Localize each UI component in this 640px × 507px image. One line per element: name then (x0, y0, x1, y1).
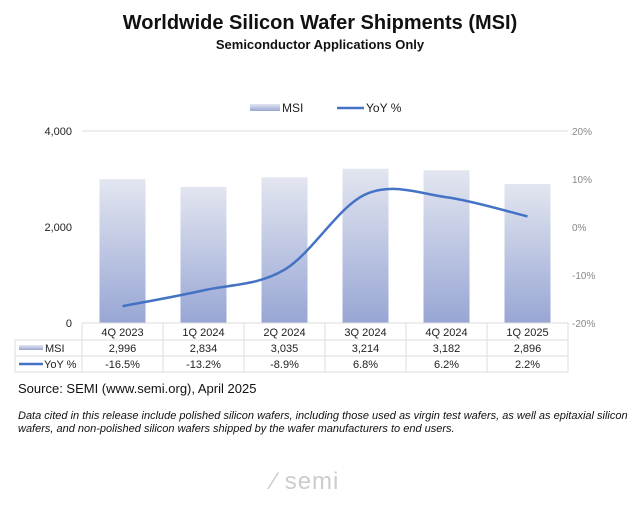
table-row-label-msi: MSI (45, 343, 65, 355)
chart-title: Worldwide Silicon Wafer Shipments (MSI) (122, 12, 518, 34)
table-cell-yoy: -13.2% (186, 359, 221, 371)
legend-yoy-label: YoY % (366, 101, 402, 115)
x-category-label: 1Q 2025 (506, 327, 548, 339)
x-category-label: 3Q 2024 (344, 327, 386, 339)
left-tick-label: 4,000 (44, 126, 72, 138)
legend-msi-swatch (250, 104, 280, 111)
table-cell-yoy: -8.9% (270, 359, 299, 371)
bar-msi (99, 179, 146, 323)
x-category-label: 1Q 2024 (182, 327, 224, 339)
table-cell-yoy: 2.2% (515, 359, 540, 371)
table-cell-msi: 3,214 (352, 343, 380, 355)
logo-icon: ∕ (272, 468, 278, 495)
legend-msi-label: MSI (282, 101, 303, 115)
source-text: Source: SEMI (www.semi.org), April 2025 (18, 381, 257, 396)
bar-msi (504, 183, 551, 323)
table-cell-yoy: 6.8% (353, 359, 378, 371)
table-cell-yoy: -16.5% (105, 359, 140, 371)
right-tick-label: -10% (572, 271, 595, 282)
chart-subtitle: Semiconductor Applications Only (215, 37, 425, 52)
bar-msi (342, 168, 389, 323)
bar-msi (180, 186, 227, 323)
footnote: Data cited in this release include polis… (18, 410, 628, 435)
table-row-label-yoy: YoY % (44, 359, 77, 371)
table-cell-msi: 3,182 (433, 343, 461, 355)
bar-msi (261, 177, 308, 323)
right-tick-label: 0% (572, 223, 587, 234)
left-tick-label: 0 (66, 318, 72, 330)
right-tick-label: 20% (572, 127, 592, 138)
line-yoy (122, 187, 528, 308)
x-category-label: 4Q 2024 (425, 327, 467, 339)
table-cell-msi: 3,035 (271, 343, 299, 355)
chart: 0 2,000 4,000 -20% -10% 0% 10% 20% MSI YoY % 4Q 20… (14, 101, 595, 373)
left-tick-label: 2,000 (44, 222, 72, 234)
table-cell-yoy: 6.2% (434, 359, 459, 371)
x-category-label: 2Q 2024 (263, 327, 305, 339)
table-cell-msi: 2,834 (190, 343, 218, 355)
table-msi-swatch (19, 345, 43, 350)
table-cell-msi: 2,996 (109, 343, 137, 355)
right-tick-label: 10% (572, 175, 592, 186)
table-cell-msi: 2,896 (514, 343, 542, 355)
x-category-label: 4Q 2023 (101, 327, 143, 339)
semi-logo: ∕ semi (272, 468, 340, 495)
right-tick-label: -20% (572, 319, 595, 330)
